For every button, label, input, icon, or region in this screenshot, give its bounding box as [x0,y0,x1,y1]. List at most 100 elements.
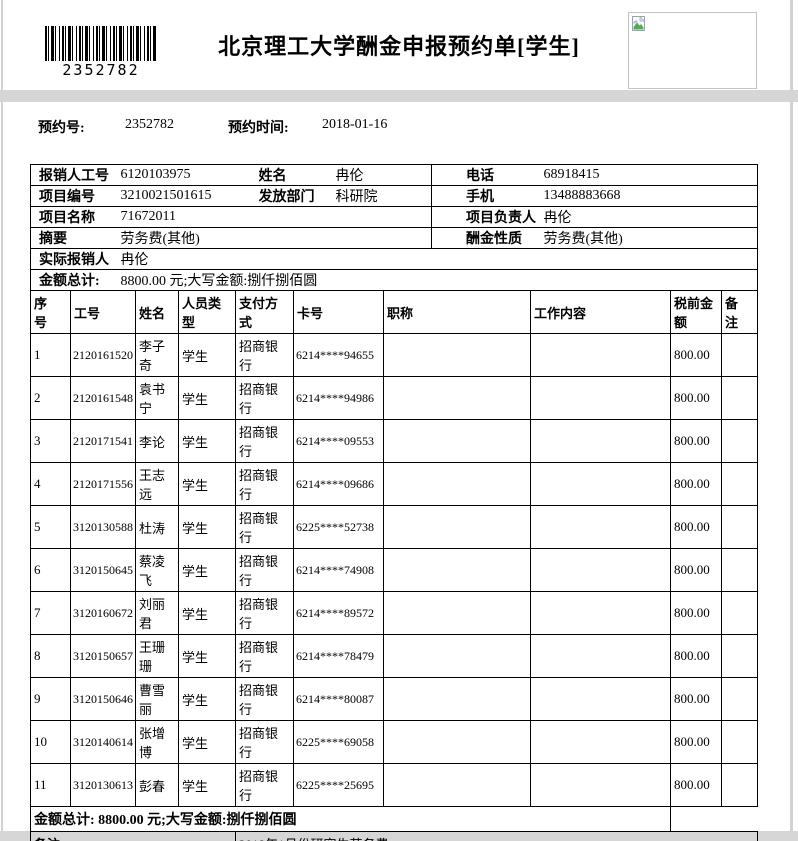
table-row: 6 3120150645 蔡凌飞 学生 招商银行 6214****74908 8… [30,548,758,592]
barcode-bars [45,26,157,62]
cell-name: 李子奇 [135,333,179,377]
cell-type: 学生 [178,591,236,635]
cell-card: 6214****94655 [293,333,384,377]
cell-note [721,720,758,764]
reservation-time-value: 2018-01-16 [322,117,388,132]
cell-note [721,677,758,721]
cell-name: 袁书宁 [135,376,179,420]
cell-card: 6214****89572 [293,591,384,635]
cell-note [721,763,758,807]
cell-name: 李论 [135,419,179,463]
header-divider-band [0,90,798,102]
cell-work [530,677,671,721]
summary-total: 金额总计: 8800.00 元;大写金额:捌仟捌佰圆 [30,806,671,832]
cell-id: 3120130588 [70,505,136,549]
barcode-number: 2352782 [45,61,157,79]
cell-card: 6225****52738 [293,505,384,549]
header-amount: 税前金 额 [670,290,722,334]
cell-amount: 800.00 [670,333,722,377]
cell-name: 彭春 [135,763,179,807]
cell-title [383,505,531,549]
cell-id: 3120150646 [70,677,136,721]
cell-seq: 11 [30,763,71,807]
header-title: 职称 [383,290,531,334]
cell-pay-method: 招商银行 [235,548,294,592]
cell-work [530,591,671,635]
cell-pay-method: 招商银行 [235,591,294,635]
reservation-time-label: 预约时间: [228,121,289,136]
cell-note [721,634,758,678]
summary-stub [671,807,758,832]
cell-pay-method: 招商银行 [235,720,294,764]
info-row: 项目名称 71672011 项目负责人 冉伦 [30,206,758,228]
cell-id: 2120161548 [70,376,136,420]
info-label: 摘要 [30,227,121,249]
cell-amount: 800.00 [670,677,722,721]
page-title: 北京理工大学酬金申报预约单[学生] [218,34,580,59]
cell-type: 学生 [178,548,236,592]
info-label: 项目编号 [30,185,121,207]
cell-card: 6214****74908 [293,548,384,592]
cell-seq: 2 [30,376,71,420]
cell-amount: 800.00 [670,505,722,549]
header-seq: 序 号 [30,290,71,334]
table-row: 4 2120171556 王志远 学生 招商银行 6214****09686 8… [30,462,758,506]
info-value: 13488883668 [543,185,758,207]
header-id: 工号 [70,290,136,334]
info-row: 实际报销人 冉伦 [30,248,758,270]
info-label: 手机 [431,185,544,207]
info-value: 8800.00 元;大写金额:捌仟捌佰圆 [120,269,758,291]
cell-name: 杜涛 [135,505,179,549]
cell-seq: 4 [30,462,71,506]
cell-type: 学生 [178,634,236,678]
cell-pay-method: 招商银行 [235,677,294,721]
cell-note [721,591,758,635]
cell-card: 6225****25695 [293,763,384,807]
cell-card: 6214****94986 [293,376,384,420]
cell-title [383,677,531,721]
note-label: 备注: [30,831,236,841]
cell-id: 2120161520 [70,333,136,377]
cell-amount: 800.00 [670,419,722,463]
cell-card: 6214****09686 [293,462,384,506]
page-right-edge [790,0,793,841]
cell-seq: 3 [30,419,71,463]
cell-seq: 7 [30,591,71,635]
header-name: 姓名 [135,290,179,334]
cell-id: 3120150657 [70,634,136,678]
cell-title [383,548,531,592]
info-value: 冉伦 [120,248,758,270]
image-placeholder [628,12,757,89]
cell-work [530,634,671,678]
cell-seq: 5 [30,505,71,549]
info-table: 报销人工号 6120103975 姓名 冉伦 电话 68918415 项目编号 … [30,164,758,291]
cell-pay-method: 招商银行 [235,634,294,678]
cell-card: 6214****09553 [293,419,384,463]
cell-work [530,462,671,506]
cell-id: 3120150645 [70,548,136,592]
table-header-row: 序 号 工号 姓名 人员类 型 支付方 式 卡号 职称 工作内容 税前金 额 备… [30,290,758,334]
info-row: 摘要 劳务费(其他) 酬金性质 劳务费(其他) [30,227,758,249]
cell-note [721,548,758,592]
table-row: 7 3120160672 刘丽君 学生 招商银行 6214****89572 8… [30,591,758,635]
payment-table: 序 号 工号 姓名 人员类 型 支付方 式 卡号 职称 工作内容 税前金 额 备… [30,290,758,841]
cell-note [721,376,758,420]
cell-note [721,333,758,377]
reservation-number-label: 预约号: [38,121,85,136]
cell-type: 学生 [178,462,236,506]
cell-work [530,720,671,764]
table-row: 1 2120161520 李子奇 学生 招商银行 6214****94655 8… [30,333,758,377]
cell-seq: 10 [30,720,71,764]
cell-title [383,634,531,678]
cell-amount: 800.00 [670,376,722,420]
cell-note [721,462,758,506]
cell-work [530,548,671,592]
cell-title [383,763,531,807]
cell-id: 3120160672 [70,591,136,635]
cell-amount: 800.00 [670,462,722,506]
cell-name: 王珊珊 [135,634,179,678]
page-left-edge [1,0,3,841]
cell-seq: 1 [30,333,71,377]
info-row: 金额总计: 8800.00 元;大写金额:捌仟捌佰圆 [30,269,758,291]
header-card: 卡号 [293,290,384,334]
